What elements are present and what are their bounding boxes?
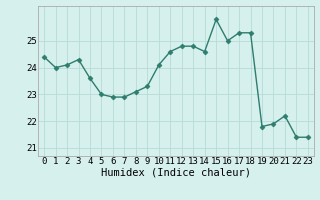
X-axis label: Humidex (Indice chaleur): Humidex (Indice chaleur) xyxy=(101,168,251,178)
